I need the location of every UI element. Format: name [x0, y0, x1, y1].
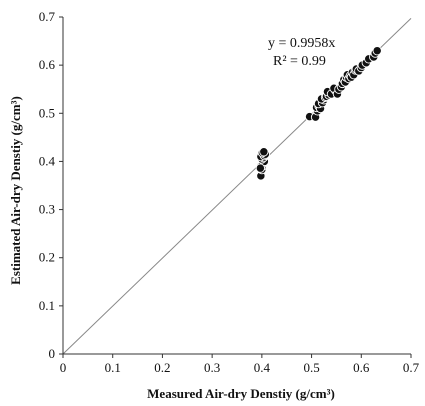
x-tick-label: 0.6 — [353, 360, 370, 375]
x-tick-label: 0.1 — [105, 360, 121, 375]
axes-layer — [62, 17, 411, 355]
data-point — [255, 163, 266, 173]
y-tick-label: 0.5 — [39, 105, 55, 120]
y-tick-label: 0.3 — [39, 202, 55, 217]
x-tick-label: 0.7 — [403, 360, 420, 375]
y-tick-label: 0.2 — [39, 250, 55, 265]
y-tick-label: 0.1 — [39, 298, 55, 313]
ticks-layer: 0 0.1 0.2 0.3 0.4 0.5 0.6 0.7 0 0.1 0.2 0.3 0.4 0.5 0.… — [39, 9, 420, 375]
x-tick-label: 0.4 — [254, 360, 271, 375]
data-point — [259, 147, 269, 157]
x-tick-label: 0.3 — [204, 360, 220, 375]
y-axis-label: Estimated Air-dry Denstiy (g/cm³) — [8, 96, 23, 285]
x-tick-label: 0 — [60, 360, 67, 375]
y-tick-label: 0.4 — [39, 153, 56, 168]
trendline-equation: y = 0.9958x — [268, 36, 335, 51]
y-tick-label: 0.7 — [39, 9, 56, 24]
y-tick-label: 0.6 — [39, 57, 56, 72]
points-layer — [255, 46, 382, 181]
x-tick-label: 0.5 — [303, 360, 319, 375]
y-tick-label: 0 — [49, 346, 56, 361]
data-point — [372, 46, 382, 56]
r-squared-label: R² = 0.99 — [273, 54, 326, 69]
x-tick-label: 0.2 — [154, 360, 170, 375]
x-axis-label: Measured Air-dry Denstiy (g/cm³) — [147, 386, 335, 401]
